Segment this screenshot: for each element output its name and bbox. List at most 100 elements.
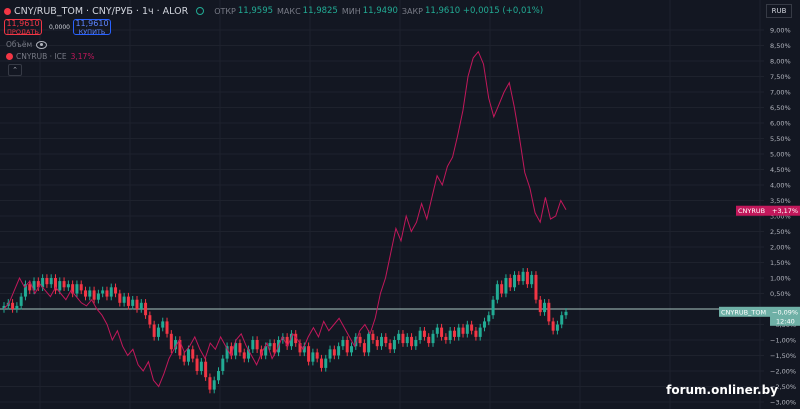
candle [23,284,27,297]
candle [178,340,182,356]
candle [431,333,435,344]
candle [551,321,555,331]
candle [174,340,178,350]
y-tick-label: 5,00% [770,151,791,159]
candle [465,324,469,334]
ohlc-low-label: МИН [341,6,361,16]
candle [144,302,148,316]
price-tags: CNYRUB +3,17% CNYRUB_TOM −0,09%12:40 [719,205,800,326]
candle [414,340,418,347]
candles-group [2,268,568,394]
price-axis-panel[interactable] [764,0,800,409]
buy-button[interactable]: 11,9610 КУПИТЬ [73,19,111,36]
candle [547,302,551,322]
y-tick-label: 3,00% [770,213,791,221]
ohlc-close-value: 11,9610 +0,0015 (+0,01%) [425,6,544,16]
compare-name-tag-text: CNYRUB [738,207,765,215]
candle [92,290,96,300]
candle [186,349,190,362]
candle [79,284,83,291]
candle [397,333,401,340]
compare-symbol-legend[interactable]: CNYRUB · ICE 3,17% [6,52,94,61]
candle [255,340,259,350]
sell-button[interactable]: 11,9610 ПРОДАТЬ [4,19,42,36]
candle [105,290,109,297]
candle [461,327,465,334]
watermark: forum.onliner.by [666,383,778,397]
candle [405,336,409,344]
y-tick-label: 7,50% [770,73,791,81]
candle [324,358,328,368]
candle [457,327,461,337]
candle [341,340,345,347]
compare-value-tag-text: +3,17% [772,207,798,215]
candle [199,361,203,371]
ohlc-close-label: ЗАКР [401,6,423,16]
candle [482,321,486,328]
candle [135,299,139,309]
y-tick-label: 1,00% [770,275,791,283]
candle [118,293,122,303]
currency-button[interactable]: RUB [766,4,792,18]
chart-grid [0,0,764,409]
buy-price: 11,9610 [75,19,109,28]
chevron-up-icon[interactable]: ⌃ [8,64,22,76]
compare-name-tag [736,205,770,216]
y-tick-label: 2,00% [770,244,791,252]
candle [358,336,362,344]
candle [225,346,229,359]
y-tick-label: 7,00% [770,89,791,97]
symbol-title[interactable]: CNY/RUB_TOM · CNY/РУБ · 1ч · ALOR [14,5,189,17]
y-tick-label: 5,50% [770,135,791,143]
candle [36,281,40,288]
candle [161,321,165,328]
candle [474,330,478,337]
candle [182,355,186,362]
candle [525,271,529,285]
candle [84,290,88,297]
y-tick-label: −1,00% [770,337,796,345]
volume-indicator[interactable]: Объём [6,40,48,49]
candle [294,333,298,344]
compare-change: 3,17% [70,52,95,61]
eye-icon[interactable] [36,40,48,49]
candle [139,302,143,309]
candle [217,371,221,381]
candle [204,361,208,378]
compare-symbol-name: CNYRUB · ICE [16,52,67,61]
candle [345,340,349,353]
candle [513,274,517,288]
candle [504,278,508,294]
candle [58,281,62,291]
candle [285,336,289,347]
y-tick-label: 0,50% [770,290,791,298]
candle [401,333,405,344]
candle [62,281,66,288]
candle [131,299,135,306]
y-tick-label: 6,50% [770,104,791,112]
y-tick-label: 2,50% [770,228,791,236]
candle [148,315,152,325]
candle [315,352,319,359]
candle [530,274,534,285]
candle [229,346,233,356]
candle [238,343,242,353]
candle [384,336,388,344]
candle [298,343,302,353]
candle [66,284,70,288]
candle [221,358,225,371]
candle [268,343,272,347]
ohlc-low-value: 11,9490 [362,6,398,16]
candle [101,290,105,294]
candle [478,327,482,337]
main-name-tag [719,306,770,317]
candle [75,284,79,294]
candle [191,349,195,359]
candle [49,278,53,285]
compare-flag-icon [6,53,13,60]
candle [251,340,255,350]
candle [332,349,336,356]
candle [169,333,173,350]
chart-legend-header: CNY/RUB_TOM · CNY/РУБ · 1ч · ALOR ОТКР 1… [4,4,543,18]
